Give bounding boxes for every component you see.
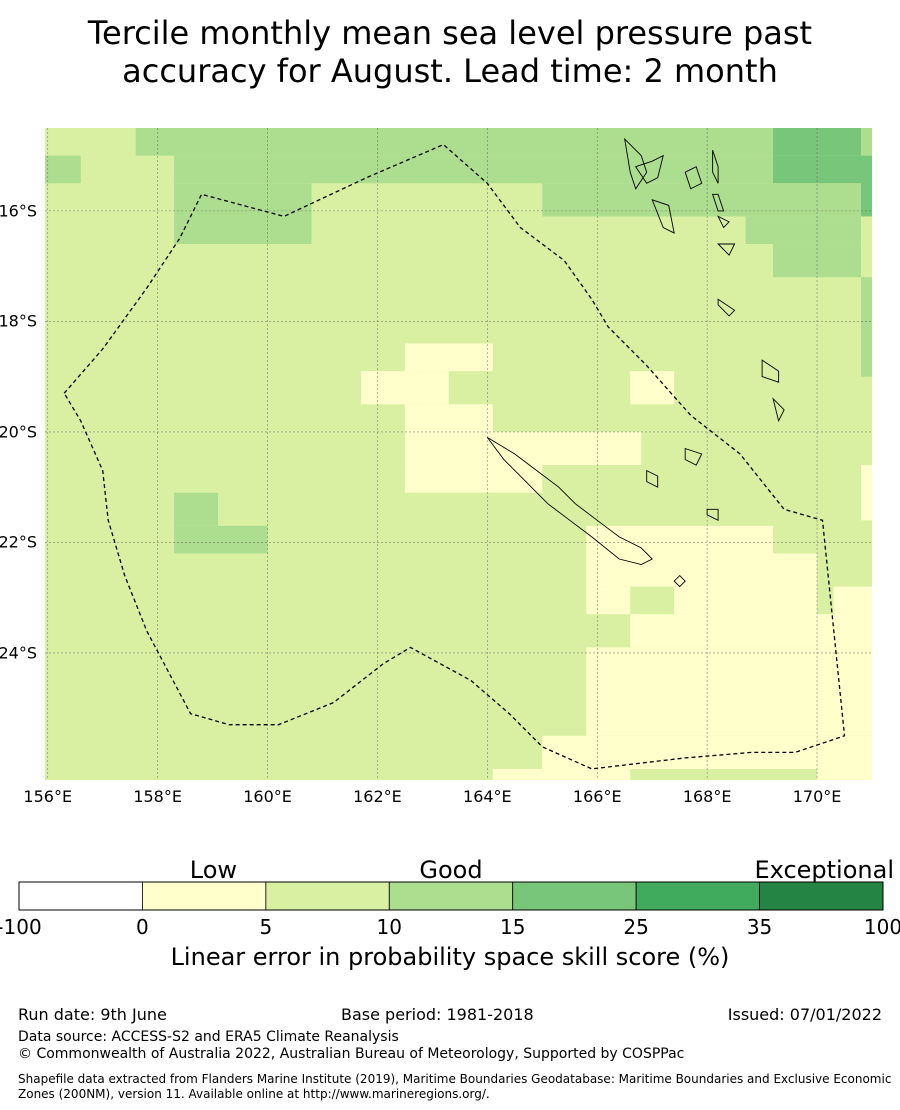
coastlines: [486, 137, 785, 588]
skill-cell: [174, 492, 219, 526]
coastline: [717, 298, 736, 317]
skill-cell: [542, 183, 862, 217]
latitude-tick-label: 20°S: [0, 422, 37, 442]
colorbar-tick-label: 10: [376, 915, 403, 939]
colorbar-bin: [759, 881, 884, 911]
colorbar-tick-label: 15: [499, 915, 526, 939]
coastline: [635, 154, 664, 184]
skill-cell: [404, 343, 493, 372]
graticule: [45, 128, 872, 780]
data-source: Data source: ACCESS-S2 and ERA5 Climate …: [18, 1029, 399, 1045]
coastline: [673, 574, 686, 588]
coastline: [712, 149, 719, 184]
skill-cell: [817, 768, 872, 780]
colorbar-tick-label: 5: [259, 915, 273, 939]
colorbar-category-label: Good: [419, 856, 483, 884]
colorbar-bin: [388, 881, 514, 911]
title-line-2: accuracy for August. Lead time: 2 month: [122, 52, 778, 90]
skill-cell: [586, 553, 818, 587]
skill-cell: [861, 465, 872, 521]
skill-cell: [45, 155, 81, 184]
latitude-tick-label: 22°S: [0, 532, 37, 552]
latitude-tick-label: 18°S: [0, 311, 37, 331]
longitude-tick-label: 170°E: [792, 787, 842, 806]
coastline: [717, 215, 730, 229]
latitude-tick-label: 24°S: [0, 643, 37, 663]
skill-cell: [404, 404, 493, 432]
coastline: [646, 469, 659, 488]
skill-cell: [861, 155, 872, 217]
colorbar-bin: [635, 881, 760, 911]
skill-cell: [492, 768, 631, 780]
longitude-tick-label: 162°E: [353, 787, 402, 806]
skill-cell: [135, 128, 872, 156]
coastline: [711, 193, 725, 212]
latitude-tick-label: 16°S: [0, 201, 37, 221]
colorbar-bin: [142, 881, 267, 911]
colorbar: [18, 881, 884, 911]
colorbar-tick-label: 25: [623, 915, 649, 939]
longitude-tick-label: 158°E: [133, 787, 182, 806]
eez-line: [63, 143, 846, 770]
shapefile-credit: Shapefile data extracted from Flanders M…: [18, 1072, 892, 1101]
skill-cell: [586, 647, 872, 736]
colorbar-category-label: Low: [189, 856, 238, 884]
colorbar-bin: [18, 881, 143, 911]
run-date: Run date: 9th June: [18, 1005, 167, 1024]
coastline: [761, 359, 780, 383]
skill-cell: [586, 525, 774, 554]
coastline: [772, 397, 785, 423]
colorbar-tick-label: 100: [863, 915, 900, 939]
coastline: [717, 243, 736, 256]
colorbar-bin: [265, 881, 390, 911]
longitude-tick-label: 156°E: [23, 787, 73, 806]
colorbar-tick-label: 35: [746, 915, 773, 939]
chart-title: Tercile monthly mean sea level pressure …: [0, 14, 900, 90]
coastline: [706, 508, 719, 522]
skill-cell: [404, 431, 642, 466]
skill-cell: [630, 614, 872, 648]
colorbar-tick-label: 0: [136, 915, 149, 939]
eez-boundary: [63, 143, 846, 770]
colorbar-category-label: Exceptional: [754, 856, 895, 884]
skill-cell: [861, 277, 872, 377]
longitude-tick-label: 168°E: [682, 787, 732, 806]
colorbar-frame: [18, 881, 884, 911]
skill-cell: [586, 586, 631, 615]
longitude-tick-label: 166°E: [572, 787, 622, 806]
coastline: [486, 437, 653, 565]
colorbar-tick-label: -100: [0, 915, 42, 939]
skill-cell: [360, 371, 449, 405]
skill-map: [45, 128, 872, 780]
copyright: © Commonwealth of Australia 2022, Austra…: [18, 1046, 685, 1062]
coastline: [624, 137, 648, 190]
skill-cell: [174, 155, 862, 184]
skill-cell: [47, 128, 136, 156]
skill-cell: [174, 183, 312, 245]
skill-cell: [745, 216, 862, 245]
coastline: [651, 199, 675, 234]
skill-cell: [404, 465, 543, 493]
base-period: Base period: 1981-2018: [341, 1005, 534, 1024]
colorbar-label: Linear error in probability space skill …: [170, 943, 730, 971]
issued-date: Issued: 07/01/2022: [727, 1005, 882, 1024]
coastline: [684, 447, 703, 466]
title-line-1: Tercile monthly mean sea level pressure …: [87, 14, 813, 52]
skill-cells: [45, 128, 872, 780]
coastline: [684, 166, 703, 190]
colorbar-bin: [512, 881, 637, 911]
skill-cell: [174, 525, 268, 554]
skill-cell: [674, 586, 818, 615]
skill-cell: [630, 371, 675, 405]
longitude-tick-label: 164°E: [463, 787, 512, 806]
longitude-tick-label: 160°E: [243, 787, 292, 806]
